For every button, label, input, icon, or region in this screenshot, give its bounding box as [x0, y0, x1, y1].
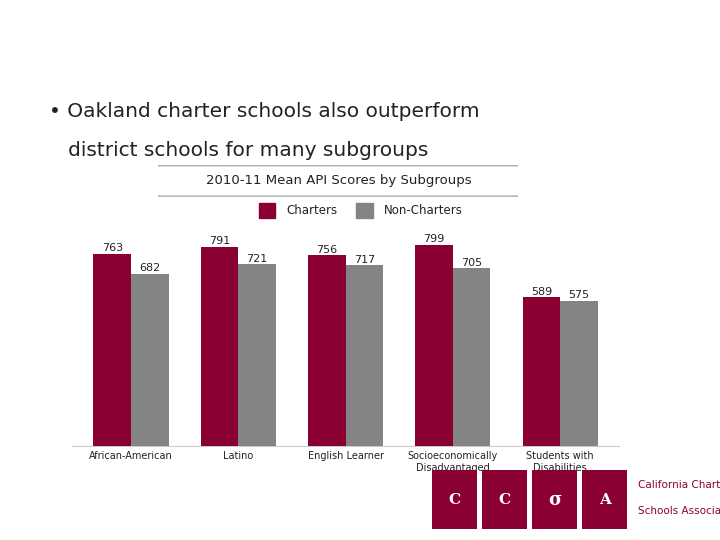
Text: 575: 575	[568, 290, 590, 300]
Bar	[432, 470, 477, 529]
Bar	[532, 470, 577, 529]
Bar	[560, 301, 598, 446]
Text: 2010-11 Mean API Scores by Subgroups: 2010-11 Mean API Scores by Subgroups	[206, 174, 471, 187]
Text: 705: 705	[461, 258, 482, 267]
Text: A: A	[599, 492, 611, 507]
FancyBboxPatch shape	[155, 166, 522, 196]
Text: Charters: Charters	[287, 204, 338, 217]
Bar	[201, 247, 238, 446]
Text: Oakland Charter Schools: Oakland Charter Schools	[188, 33, 532, 61]
Bar	[259, 203, 276, 218]
Text: C: C	[449, 492, 461, 507]
Text: 717: 717	[354, 254, 375, 265]
Text: • Oakland charter schools also outperform: • Oakland charter schools also outperfor…	[49, 102, 480, 121]
Bar	[356, 203, 373, 218]
Bar	[582, 470, 627, 529]
Text: 682: 682	[139, 264, 161, 273]
Text: 721: 721	[246, 253, 268, 264]
Bar	[131, 274, 168, 446]
Bar	[94, 254, 131, 446]
Text: C: C	[498, 492, 510, 507]
Text: σ: σ	[548, 491, 562, 509]
Bar	[238, 264, 276, 446]
Bar	[523, 298, 560, 446]
Text: district schools for many subgroups: district schools for many subgroups	[49, 140, 428, 160]
Text: 799: 799	[423, 234, 445, 244]
Text: 791: 791	[209, 236, 230, 246]
Bar	[453, 268, 490, 446]
Text: Non-Charters: Non-Charters	[384, 204, 462, 217]
Text: 756: 756	[316, 245, 338, 255]
Text: California Charter: California Charter	[638, 480, 720, 490]
Bar	[346, 265, 383, 446]
Bar	[482, 470, 527, 529]
Text: Schools Association: Schools Association	[638, 507, 720, 516]
Text: 763: 763	[102, 243, 123, 253]
Bar	[308, 255, 346, 446]
Text: 589: 589	[531, 287, 552, 296]
Bar	[415, 245, 453, 446]
